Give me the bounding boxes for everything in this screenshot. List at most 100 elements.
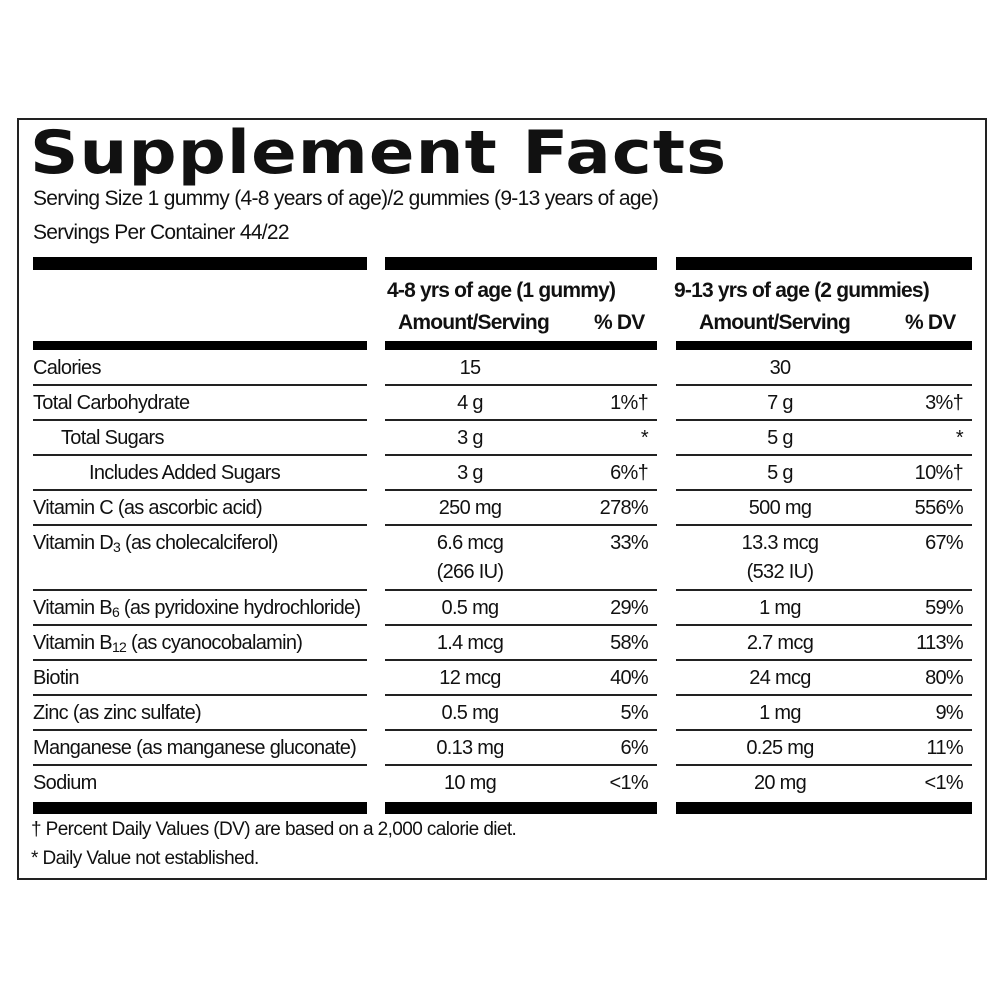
- dv-header-4-8: % DV: [594, 311, 645, 334]
- amount-4-8: 4 g: [457, 392, 483, 414]
- nutrient-label: Biotin: [33, 666, 80, 690]
- bottom-bar-mid: [385, 802, 657, 814]
- nutrient-label: Includes Added Sugars: [89, 461, 281, 485]
- amount-4-8: 15: [459, 357, 482, 379]
- amount-9-13: 5 g: [767, 427, 793, 449]
- row-divider: [33, 524, 367, 526]
- dv-9-13: 80%: [925, 667, 964, 689]
- row-divider: [676, 694, 972, 696]
- dv-header-9-13: % DV: [905, 311, 956, 334]
- amount-9-13: 1 mg: [759, 702, 801, 724]
- row-divider: [676, 659, 972, 661]
- panel-title: Supplement Facts: [30, 118, 728, 188]
- nutrient-label: Vitamin D3 (as cholecalciferol): [33, 531, 278, 555]
- amount-9-13: 5 g: [767, 462, 793, 484]
- dv-9-13: 3%†: [925, 392, 964, 414]
- dv-4-8: <1%: [609, 772, 649, 794]
- column-group-9-13: 9-13 yrs of age (2 gummies): [674, 279, 930, 302]
- row-divider: [676, 764, 972, 766]
- dv-9-13: 67%: [925, 532, 964, 554]
- row-divider: [33, 729, 367, 731]
- dv-4-8: 1%†: [610, 392, 649, 414]
- dv-4-8: 58%: [610, 632, 649, 654]
- nutrient-name: Vitamin B: [33, 632, 113, 654]
- nutrient-name: Total Carbohydrate: [33, 392, 190, 414]
- dv-9-13: 59%: [925, 597, 964, 619]
- amount-9-13: 7 g: [767, 392, 793, 414]
- row-divider: [33, 384, 367, 386]
- dv-9-13: 10%†: [914, 462, 964, 484]
- nutrient-label: Sodium: [33, 771, 97, 795]
- row-divider: [385, 524, 657, 526]
- nutrient-name: Zinc (as zinc sulfate): [33, 702, 202, 724]
- row-divider: [33, 694, 367, 696]
- amount-header-4-8: Amount/Serving: [398, 311, 550, 334]
- row-divider: [385, 489, 657, 491]
- nutrient-name: Vitamin B: [33, 597, 113, 619]
- amount-4-8: 0.13 mg: [436, 737, 504, 759]
- row-divider: [676, 524, 972, 526]
- row-divider: [33, 489, 367, 491]
- amount-9-13: 13.3 mcg: [741, 532, 819, 554]
- amount-9-13: 30: [769, 357, 792, 379]
- footnote-daily-values: † Percent Daily Values (DV) are based on…: [31, 819, 517, 840]
- row-divider: [385, 624, 657, 626]
- top-bar-right: [676, 257, 972, 270]
- bottom-bar-right: [676, 802, 972, 814]
- nutrient-label: Total Sugars: [61, 426, 164, 450]
- serving-size: Serving Size 1 gummy (4-8 years of age)/…: [33, 187, 659, 210]
- row-divider: [33, 419, 367, 421]
- nutrient-name: Vitamin C (as ascorbic acid): [33, 497, 263, 519]
- row-divider: [676, 454, 972, 456]
- amount-4-8: 6.6 mcg: [436, 532, 504, 554]
- dv-4-8: 5%: [620, 702, 648, 724]
- dv-9-13: 556%: [914, 497, 964, 519]
- amount-9-13: 20 mg: [753, 772, 807, 794]
- row-divider: [676, 489, 972, 491]
- nutrient-name: Calories: [33, 357, 101, 379]
- amount-9-13: 2.7 mcg: [746, 632, 814, 654]
- row-divider: [676, 384, 972, 386]
- amount-9-13: 1 mg: [759, 597, 801, 619]
- row-divider: [385, 659, 657, 661]
- dv-4-8: *: [640, 427, 649, 449]
- nutrient-label: Total Carbohydrate: [33, 391, 190, 415]
- row-divider: [33, 764, 367, 766]
- bottom-bar-left: [33, 802, 367, 814]
- amount-9-13: 500 mg: [748, 497, 812, 519]
- dv-9-13: <1%: [924, 772, 964, 794]
- nutrient-label: Zinc (as zinc sulfate): [33, 701, 202, 725]
- row-divider: [33, 589, 367, 591]
- top-bar-left: [33, 257, 367, 270]
- amount-9-13-iu: (532 IU): [746, 561, 814, 583]
- row-divider: [385, 419, 657, 421]
- column-group-4-8: 4-8 yrs of age (1 gummy): [387, 279, 616, 302]
- nutrient-name: Manganese (as manganese gluconate): [33, 737, 357, 759]
- dv-4-8: 33%: [610, 532, 649, 554]
- nutrient-name: Biotin: [33, 667, 80, 689]
- dv-9-13: 11%: [926, 737, 964, 759]
- amount-4-8: 3 g: [457, 462, 483, 484]
- nutrient-subscript: 12: [111, 639, 127, 655]
- footnote-not-established: * Daily Value not established.: [31, 848, 259, 869]
- amount-4-8: 0.5 mg: [441, 597, 500, 619]
- row-divider: [676, 589, 972, 591]
- nutrient-name: Vitamin D: [33, 532, 114, 554]
- nutrient-label: Vitamin B6 (as pyridoxine hydrochloride): [33, 596, 361, 620]
- top-bar-mid: [385, 257, 657, 270]
- row-divider: [385, 729, 657, 731]
- row-divider: [385, 589, 657, 591]
- row-divider: [385, 764, 657, 766]
- dv-4-8: 29%: [610, 597, 649, 619]
- nutrient-label: Manganese (as manganese gluconate): [33, 736, 357, 760]
- dv-9-13: 113%: [916, 632, 964, 654]
- dv-4-8: 6%†: [610, 462, 649, 484]
- header-bar-right: [676, 341, 972, 350]
- nutrient-source: (as pyridoxine hydrochloride): [119, 597, 361, 619]
- amount-4-8: 250 mg: [438, 497, 502, 519]
- row-divider: [676, 624, 972, 626]
- amount-4-8: 0.5 mg: [441, 702, 500, 724]
- row-divider: [33, 454, 367, 456]
- dv-9-13: 9%: [935, 702, 963, 724]
- nutrient-subscript: 6: [111, 604, 120, 620]
